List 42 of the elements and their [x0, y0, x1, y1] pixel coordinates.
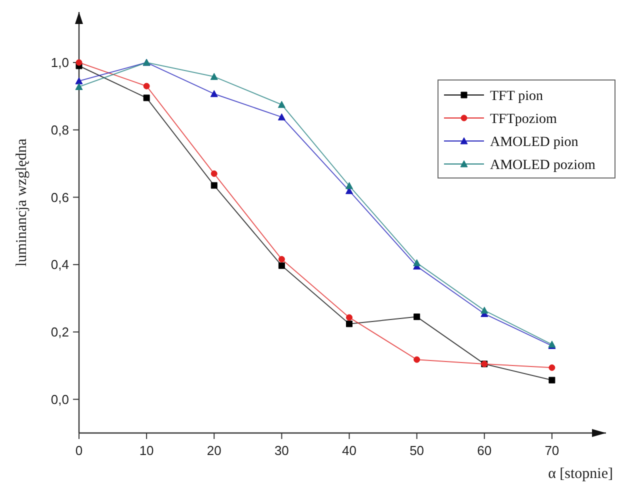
point — [143, 94, 150, 102]
x-tick-label: 60 — [477, 443, 492, 458]
y-axis-title: luminancja względna — [14, 138, 30, 266]
point — [210, 90, 218, 98]
point — [75, 77, 83, 84]
point — [210, 182, 218, 189]
point — [210, 170, 218, 177]
x-tick-label: 70 — [544, 443, 560, 458]
point — [278, 100, 286, 108]
y-tick-label: 0,6 — [50, 190, 69, 205]
point — [548, 364, 556, 371]
y-tick-label: 0,0 — [50, 392, 69, 407]
legend-label: TFT pion — [490, 88, 544, 104]
point — [346, 320, 353, 328]
y-tick-label: 0,8 — [50, 122, 69, 138]
point — [413, 259, 421, 266]
point — [414, 356, 420, 363]
x-axis-title: α [stopnie] — [548, 466, 613, 482]
point — [278, 256, 285, 262]
x-tick-label: 0 — [75, 443, 83, 458]
point — [414, 314, 420, 320]
point — [75, 83, 83, 90]
point — [480, 306, 488, 314]
y-tick-label: 0,4 — [50, 257, 69, 272]
point — [210, 72, 218, 80]
legend-label: TFTpoziom — [490, 112, 557, 127]
y-tick-label: 0,2 — [50, 324, 69, 340]
x-tick-label: 40 — [342, 443, 356, 458]
point — [76, 59, 82, 66]
point — [346, 182, 354, 190]
x-tick-label: 30 — [274, 443, 289, 458]
x-tick-label: 10 — [139, 443, 154, 458]
legend-label: AMOLED pion — [490, 134, 578, 150]
point — [548, 376, 556, 384]
point — [278, 113, 286, 120]
y-tick-label: 1,0 — [50, 55, 69, 70]
x-tick-label: 50 — [410, 443, 424, 458]
point — [346, 314, 353, 321]
point — [278, 262, 285, 269]
point — [143, 82, 150, 90]
legend-label: AMOLED poziom — [490, 158, 596, 173]
x-tick-label: 20 — [206, 443, 222, 458]
